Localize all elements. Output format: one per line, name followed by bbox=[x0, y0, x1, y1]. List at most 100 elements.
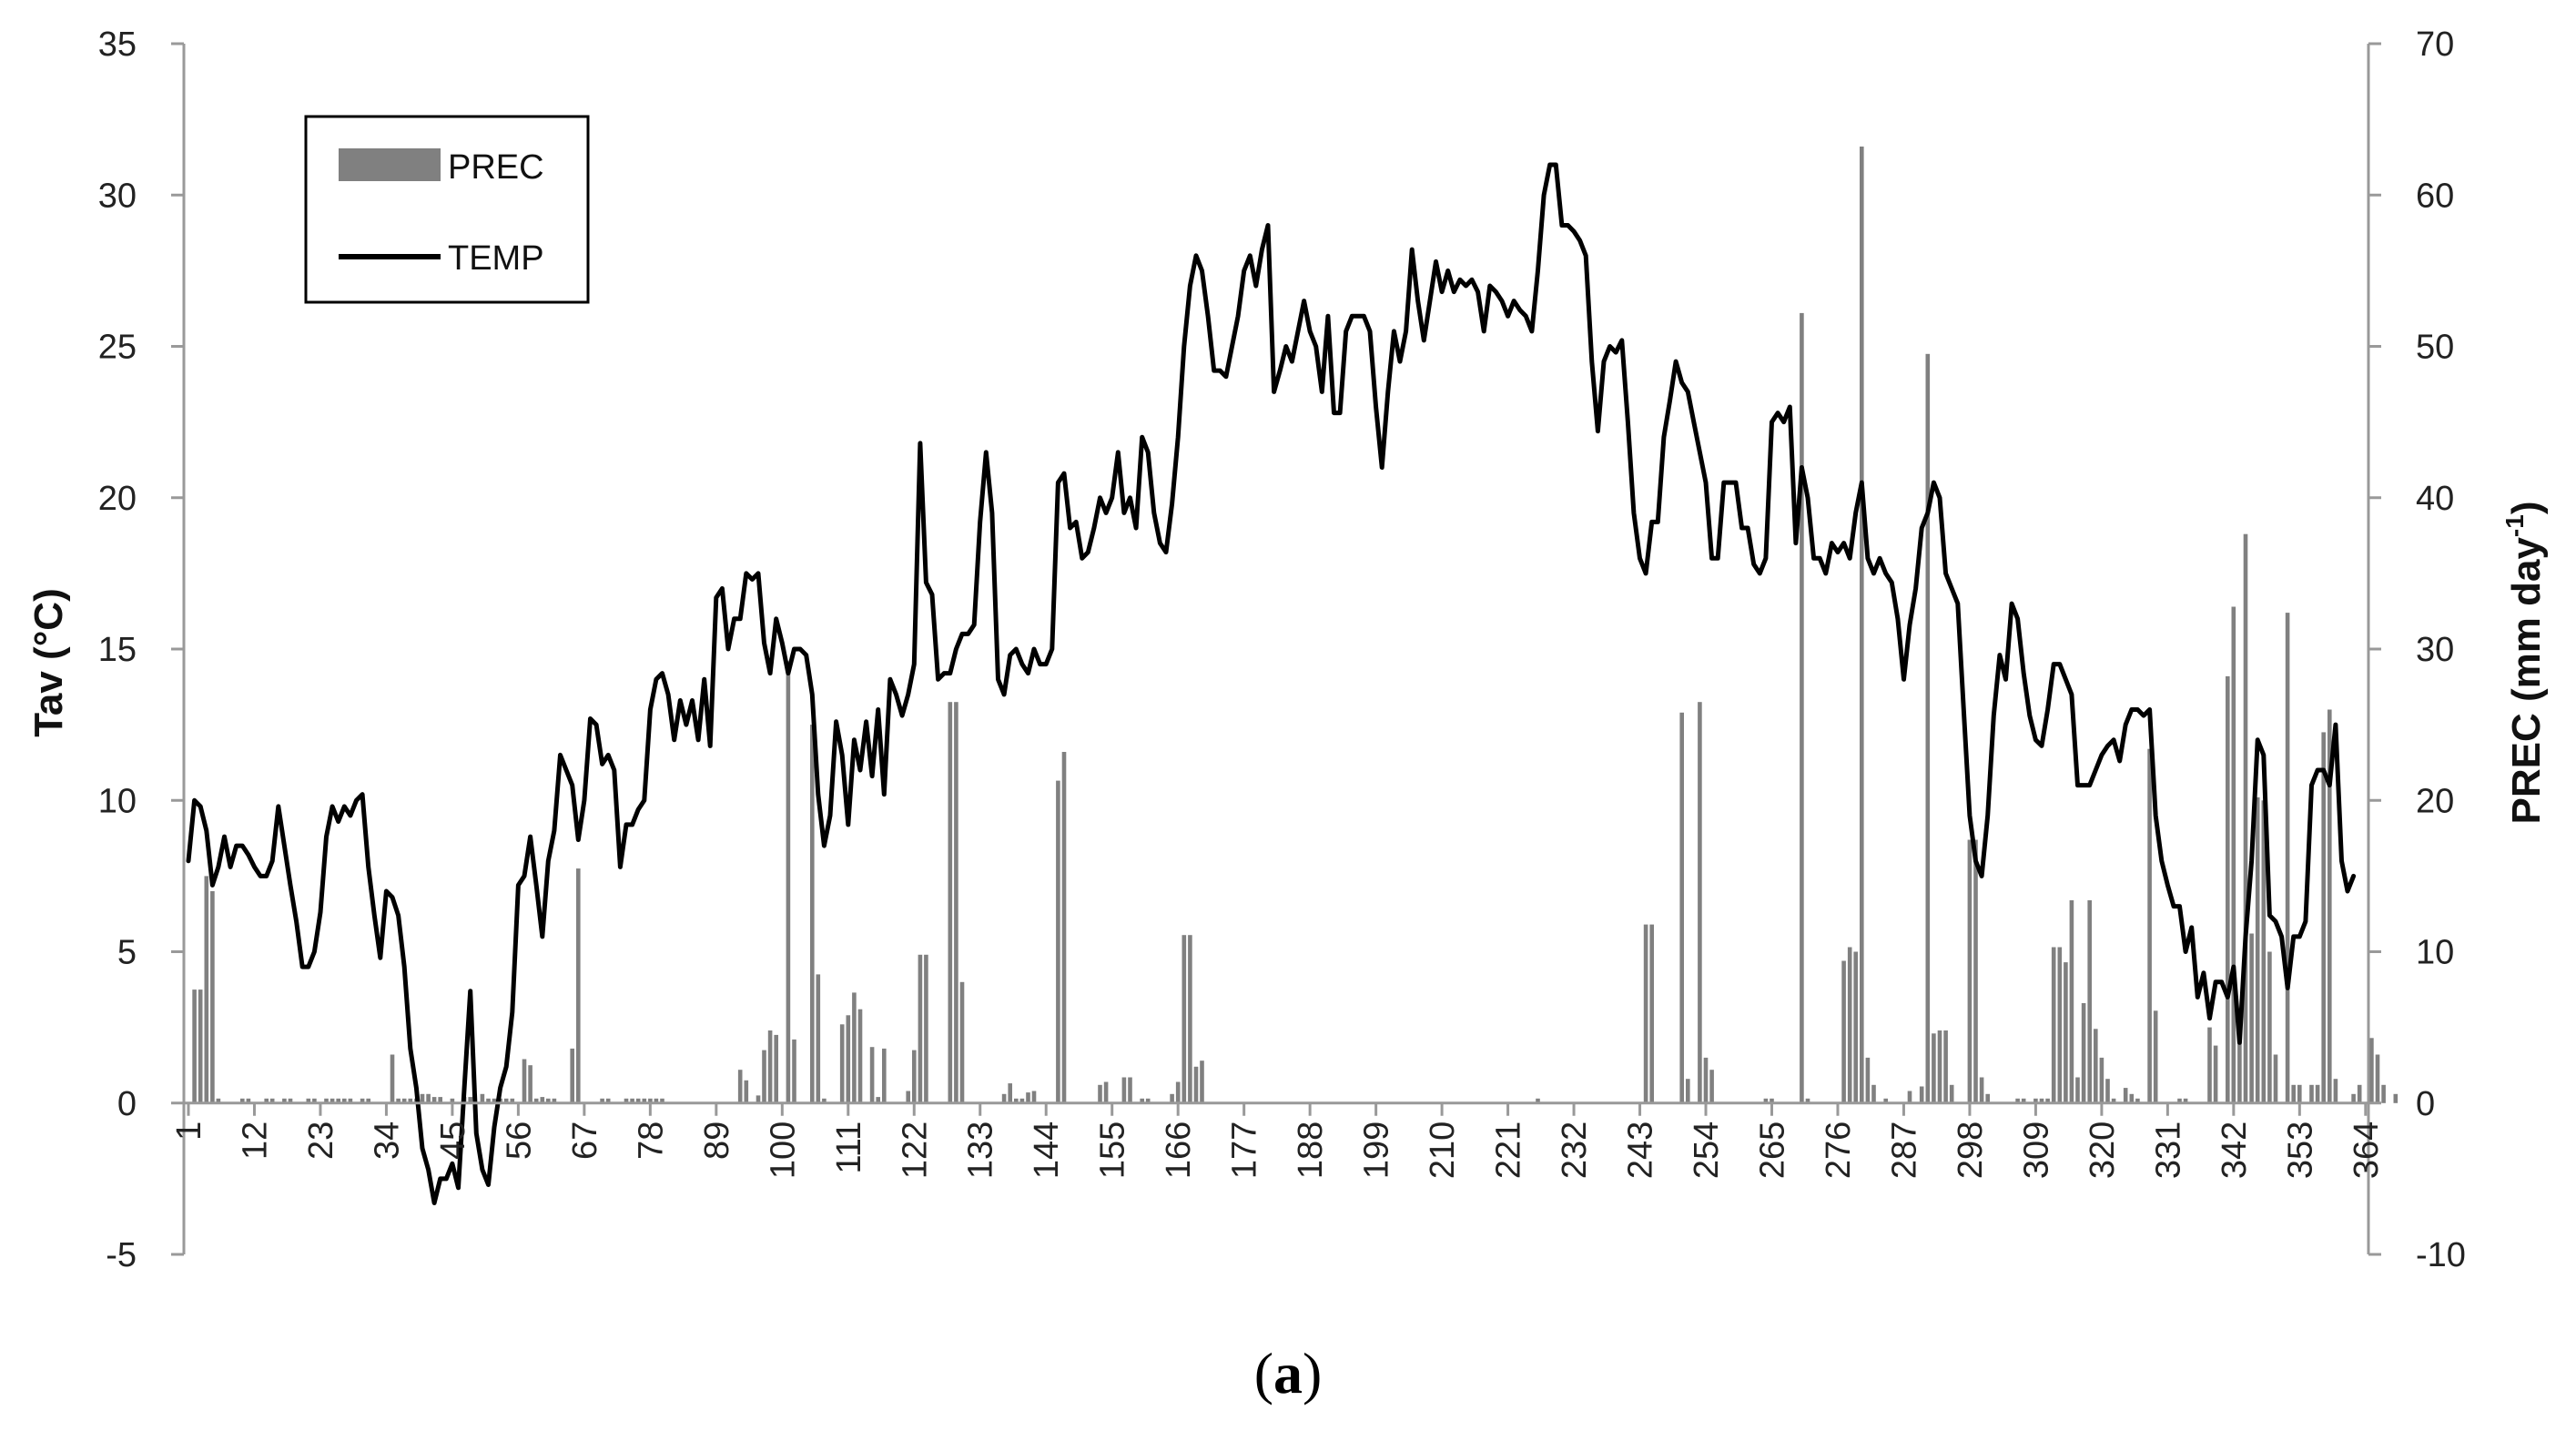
prec-bar bbox=[1866, 1058, 1871, 1103]
prec-bar bbox=[738, 1070, 743, 1103]
y-right-axis-title-sup: -1 bbox=[2500, 514, 2529, 537]
prec-bar bbox=[570, 1049, 574, 1103]
x-tick-label: 34 bbox=[368, 1121, 406, 1160]
x-tick-label: 12 bbox=[236, 1121, 274, 1160]
prec-bar bbox=[1188, 935, 1192, 1103]
x-tick-label: 133 bbox=[962, 1121, 1000, 1179]
prec-bar bbox=[2267, 952, 2272, 1103]
x-tick-label: 221 bbox=[1490, 1121, 1528, 1179]
prec-bar bbox=[2100, 1058, 2104, 1103]
prec-bar bbox=[576, 868, 581, 1103]
prec-bar bbox=[2309, 1085, 2314, 1103]
prec-bar bbox=[924, 955, 928, 1103]
x-tick-label: 232 bbox=[1556, 1121, 1594, 1179]
x-tick-label: 100 bbox=[764, 1121, 802, 1179]
prec-bar bbox=[2394, 1094, 2399, 1103]
x-tick-label: 89 bbox=[698, 1121, 736, 1160]
prec-bar bbox=[954, 702, 958, 1103]
prec-bar bbox=[1649, 925, 1654, 1103]
y-left-tick-label: 0 bbox=[117, 1085, 137, 1123]
x-tick-label: 298 bbox=[1952, 1121, 1990, 1179]
prec-bar bbox=[2381, 1085, 2386, 1103]
legend: PREC TEMP bbox=[306, 117, 588, 302]
prec-bar bbox=[2214, 1046, 2218, 1103]
legend-prec-swatch bbox=[339, 148, 441, 181]
prec-bar bbox=[847, 1015, 851, 1102]
prec-bar bbox=[745, 1081, 749, 1103]
x-tick-label: 122 bbox=[896, 1121, 934, 1179]
prec-bar bbox=[2369, 1038, 2374, 1103]
y-left-axis-title: Tav (°C) bbox=[26, 588, 71, 736]
x-tick-label: 210 bbox=[1424, 1121, 1462, 1179]
x-tick-label: 276 bbox=[1820, 1121, 1858, 1179]
prec-bar bbox=[1968, 840, 1973, 1103]
prec-bar bbox=[2207, 1028, 2212, 1103]
prec-bar bbox=[774, 1035, 778, 1103]
legend-box bbox=[306, 117, 588, 302]
x-tick-label: 243 bbox=[1622, 1121, 1660, 1179]
prec-bar bbox=[528, 1065, 532, 1103]
prec-bar bbox=[786, 661, 791, 1103]
prec-bar bbox=[858, 1010, 863, 1103]
prec-bar bbox=[768, 1030, 773, 1103]
y-right-tick-label: 0 bbox=[2416, 1085, 2435, 1123]
prec-bar bbox=[1194, 1067, 1199, 1103]
prec-bar bbox=[1128, 1078, 1132, 1103]
y-left-tick-label: 25 bbox=[98, 329, 137, 367]
prec-bar bbox=[1698, 702, 1702, 1103]
prec-bar bbox=[2256, 797, 2260, 1103]
prec-bar bbox=[1860, 147, 1864, 1103]
prec-bar bbox=[1943, 1030, 1948, 1103]
y-right-tick-label: 30 bbox=[2416, 631, 2454, 669]
temp-line bbox=[188, 165, 2354, 1203]
prec-bar bbox=[2124, 1088, 2128, 1103]
x-tick-label: 309 bbox=[2017, 1121, 2055, 1179]
prec-bar bbox=[1644, 925, 1648, 1103]
prec-bar bbox=[1679, 713, 1684, 1103]
y-left-tick-label: 30 bbox=[98, 177, 137, 215]
prec-bar bbox=[1200, 1060, 1204, 1103]
y-left-tick-label: 10 bbox=[98, 782, 137, 820]
x-tick-label: 188 bbox=[1292, 1121, 1330, 1179]
x-tick-label: 166 bbox=[1160, 1121, 1198, 1179]
prec-bar bbox=[2226, 676, 2230, 1103]
prec-bar bbox=[2094, 1029, 2098, 1103]
caption-close: ) bbox=[1303, 1341, 1322, 1405]
x-tick-label: 78 bbox=[632, 1121, 670, 1160]
prec-bar bbox=[912, 1050, 917, 1103]
prec-bar bbox=[1938, 1030, 1942, 1103]
y-left-tick-label: -5 bbox=[106, 1236, 137, 1274]
prec-bar bbox=[948, 702, 953, 1103]
prec-bar bbox=[2376, 1055, 2380, 1103]
prec-bar bbox=[2147, 749, 2152, 1103]
prec-bar bbox=[792, 1040, 796, 1103]
prec-bar bbox=[810, 725, 815, 1103]
prec-bar bbox=[1008, 1083, 1012, 1103]
prec-bar bbox=[1848, 948, 1852, 1103]
y-right-tick-label: 60 bbox=[2416, 177, 2454, 215]
x-tick-label: 342 bbox=[2216, 1121, 2254, 1179]
x-tick-label: 287 bbox=[1885, 1121, 1923, 1179]
prec-bar bbox=[870, 1047, 875, 1103]
prec-bar bbox=[2058, 948, 2063, 1103]
prec-bar bbox=[840, 1024, 845, 1103]
prec-bar bbox=[2087, 900, 2092, 1103]
x-tick-label: 199 bbox=[1358, 1121, 1396, 1179]
x-tick-label: 177 bbox=[1226, 1121, 1264, 1179]
x-tick-label: 155 bbox=[1094, 1121, 1132, 1179]
legend-prec-label: PREC bbox=[448, 148, 544, 187]
prec-bar bbox=[2297, 1085, 2302, 1103]
prec-bar bbox=[2316, 1085, 2320, 1103]
x-tick-label: 56 bbox=[500, 1121, 538, 1160]
x-tick-label: 1 bbox=[170, 1121, 208, 1141]
prec-bar bbox=[1176, 1082, 1181, 1103]
prec-bar bbox=[1950, 1085, 1954, 1103]
prec-bar bbox=[2082, 1003, 2086, 1103]
x-tick-label: 111 bbox=[830, 1121, 868, 1174]
prec-bar bbox=[1056, 781, 1060, 1103]
prec-bar bbox=[1908, 1091, 1912, 1103]
prec-bar bbox=[2334, 1079, 2338, 1103]
y-right-axis-title-end: ) bbox=[2504, 502, 2549, 515]
prec-bar bbox=[2291, 1085, 2296, 1103]
prec-bar bbox=[1932, 1033, 1936, 1103]
